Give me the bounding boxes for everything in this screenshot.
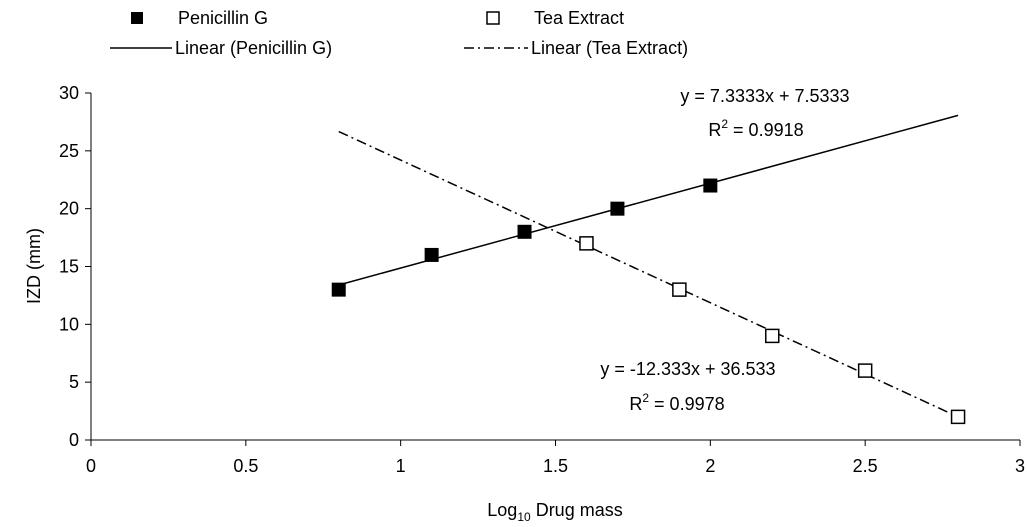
data-point-tea-extract: [579, 236, 594, 251]
x-axis-title-rest: Drug mass: [531, 500, 623, 520]
equation-penicillin-g: y = 7.3333x + 7.5333: [680, 86, 849, 106]
r2-penicillin-g-value: = 0.9918: [728, 120, 804, 140]
trendline-tea-extract: [338, 130, 959, 418]
data-point-tea-extract: [765, 328, 780, 344]
legend-item-tea-extract: Tea Extract: [486, 8, 624, 28]
legend-label-penicillin-g: Penicillin G: [178, 8, 268, 28]
y-tick-label: 20: [59, 199, 79, 219]
r2-tea-extract: R2 = 0.9978: [629, 391, 724, 414]
data-points: [331, 178, 966, 425]
r2-penicillin-g-sup: 2: [721, 117, 728, 131]
x-tick-label: 2.5: [853, 456, 878, 476]
r2-tea-extract-value: = 0.9978: [649, 394, 725, 414]
data-point-tea-extract: [950, 409, 966, 425]
legend-item-penicillin-g: Penicillin G: [131, 8, 268, 28]
x-tick-label: 1.5: [543, 456, 568, 476]
x-axis-title-sub: 10: [517, 510, 531, 524]
equation-tea-extract: y = -12.333x + 36.533: [600, 359, 775, 379]
data-point-penicillin-g: [610, 201, 625, 216]
legend-item-linear-penicillin-g: Linear (Penicillin G): [110, 38, 332, 58]
r2-tea-extract-prefix: R: [629, 394, 642, 414]
legend-marker-tea-extract: [486, 11, 500, 25]
y-tick-label: 15: [59, 257, 79, 277]
x-tick-label: 0: [86, 456, 96, 476]
x-axis-ticks: 0 0.5 1 1.5 2 2.5 3: [86, 440, 1025, 476]
data-point-penicillin-g: [331, 282, 346, 297]
trendlines: [338, 114, 959, 418]
trendline-penicillin-g: [338, 114, 959, 286]
legend-item-linear-tea-extract: Linear (Tea Extract): [464, 38, 688, 58]
legend: Penicillin G Tea Extract Linear (Penicil…: [110, 8, 688, 58]
data-point-penicillin-g: [517, 224, 532, 239]
y-tick-label: 0: [69, 430, 79, 450]
r2-tea-extract-sup: 2: [642, 391, 649, 405]
y-axis-ticks: 0 5 10 15 20 25 30: [59, 83, 91, 450]
y-axis-title: IZD (mm): [24, 228, 44, 304]
data-point-penicillin-g: [424, 247, 439, 262]
legend-label-linear-penicillin-g: Linear (Penicillin G): [175, 38, 332, 58]
legend-label-tea-extract: Tea Extract: [534, 8, 624, 28]
annotations: y = 7.3333x + 7.5333 R2 = 0.9918 y = -12…: [600, 86, 849, 414]
x-tick-label: 1: [396, 456, 406, 476]
x-axis-title-main: Log: [487, 500, 517, 520]
data-point-tea-extract: [857, 363, 873, 378]
data-point-tea-extract: [672, 282, 687, 297]
y-tick-label: 10: [59, 314, 79, 334]
x-tick-label: 3: [1015, 456, 1025, 476]
x-tick-label: 2: [705, 456, 715, 476]
x-tick-label: 0.5: [233, 456, 258, 476]
x-axis-title: Log10 Drug mass: [487, 500, 622, 524]
legend-marker-penicillin-g: [131, 12, 143, 24]
r2-penicillin-g: R2 = 0.9918: [708, 117, 803, 140]
r2-penicillin-g-prefix: R: [708, 120, 721, 140]
legend-label-linear-tea-extract: Linear (Tea Extract): [531, 38, 688, 58]
y-tick-label: 30: [59, 83, 79, 103]
data-point-penicillin-g: [703, 178, 718, 193]
y-tick-label: 25: [59, 141, 79, 161]
y-tick-label: 5: [69, 372, 79, 392]
